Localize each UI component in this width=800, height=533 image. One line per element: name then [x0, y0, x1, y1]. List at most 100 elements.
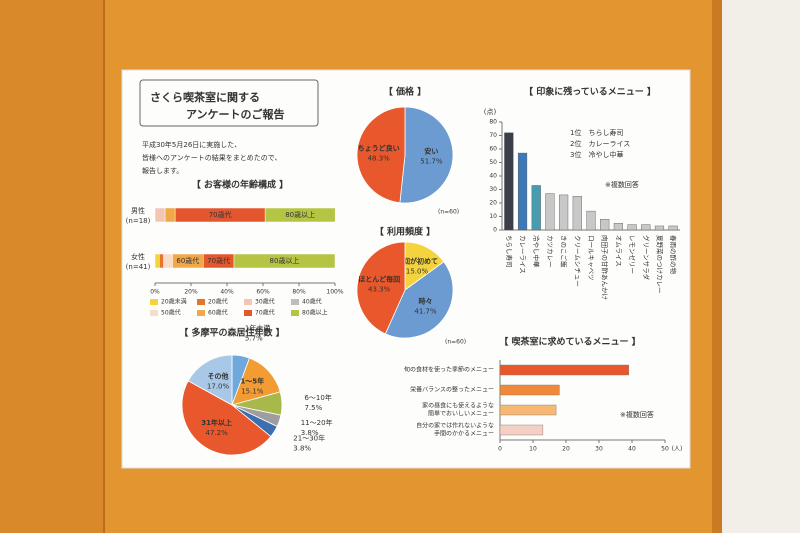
category-label: 男性 — [131, 206, 145, 215]
category-label: 手間のかかるメニュー — [434, 430, 494, 438]
slice-label: 6～10年 — [304, 393, 331, 402]
slice-label: ほとんど毎回 — [358, 274, 400, 283]
title-line: さくら喫茶室に関する — [150, 90, 260, 104]
annotation: 3位 冷やし中華 — [570, 150, 623, 159]
pie-slice — [231, 357, 281, 406]
x-tick-label: 50 — [661, 446, 669, 453]
x-tick-label: クリームシチュー — [573, 235, 581, 287]
x-tick-label: 冷やし中華 — [532, 235, 541, 268]
x-tick-label: 80% — [292, 289, 306, 296]
chart-title: 【 利用頻度 】 — [375, 226, 435, 238]
chart-title: 【 価格 】 — [384, 86, 426, 98]
pie-slice — [187, 354, 233, 406]
annotation: 1位 ちらし寿司 — [570, 128, 623, 137]
x-tick-label: 20% — [184, 289, 198, 296]
y-axis-label: (点) — [484, 108, 497, 116]
slice-label: 時々 — [418, 297, 432, 306]
bar — [586, 210, 596, 231]
category-label: 自分の家では作れないような — [416, 422, 494, 430]
y-tick-label: 80 — [489, 119, 497, 126]
x-tick-label: オムライス — [614, 235, 622, 267]
pie-slice — [356, 106, 406, 204]
x-tick-label: レモンゼリー — [628, 235, 637, 274]
legend-swatch — [197, 299, 205, 305]
x-tick-label: カレーライス — [519, 235, 527, 274]
slice-label: 31年以上 — [201, 418, 232, 427]
slice-label: 1～5年 — [240, 376, 264, 385]
slice-value: 41.7% — [414, 308, 437, 316]
x-tick-label: 40% — [220, 289, 234, 296]
legend-swatch — [150, 310, 158, 316]
intro-line: 報告します。 — [142, 166, 183, 175]
slice-value: 47.2% — [206, 429, 229, 437]
chart-title: 【 印象に残っているメニュー 】 — [524, 86, 656, 98]
slice-value: 3.8% — [293, 445, 311, 453]
note: (n=60) — [438, 209, 459, 216]
slice-value: 43.3% — [368, 285, 391, 293]
bar — [499, 384, 560, 396]
door-left — [0, 0, 104, 533]
bar — [499, 424, 544, 436]
bar-segment — [159, 253, 164, 269]
bar — [613, 223, 623, 231]
y-tick-label: 60 — [489, 146, 497, 153]
pie-slice — [384, 261, 454, 339]
title-line: アンケートのご報告 — [186, 107, 285, 121]
legend-swatch — [291, 310, 299, 316]
legend-label: 70歳代 — [255, 309, 275, 317]
bar — [627, 224, 637, 231]
bar — [572, 196, 582, 231]
x-tick-label: ロールキャベツ — [587, 235, 595, 281]
legend-label: 20歳未満 — [161, 298, 187, 306]
legend-label: 80歳以上 — [302, 309, 328, 317]
x-tick-label: 40 — [628, 446, 636, 453]
slice-label: その他 — [208, 371, 229, 380]
bar — [668, 225, 678, 231]
pie-slice — [356, 241, 406, 335]
x-tick-label: カツカレー — [546, 235, 554, 268]
bar — [600, 218, 610, 231]
x-tick-label: 肉団子の甘酢あんかけ — [601, 235, 610, 300]
y-tick-label: 0 — [493, 227, 497, 234]
legend-swatch — [244, 299, 252, 305]
x-tick-label: 夏野菜のつけカレー — [655, 235, 664, 294]
y-tick-label: 40 — [489, 173, 497, 180]
note: ※複数回答 — [620, 410, 654, 419]
slice-label: 11～20年 — [301, 418, 333, 427]
x-tick-label: ちらし寿司 — [505, 235, 514, 268]
y-tick-label: 20 — [489, 200, 497, 207]
x-tick-label: 60% — [256, 289, 270, 296]
segment-label: 80歳以上 — [270, 256, 300, 265]
category-label: 家の昼食にも使えるような — [422, 402, 494, 410]
bar-segment — [163, 253, 173, 269]
bar — [531, 185, 541, 231]
bar — [559, 194, 569, 231]
y-tick-label: 10 — [489, 213, 497, 220]
legend-label: 20歳代 — [208, 298, 228, 306]
pie-slice — [181, 380, 272, 456]
title-scroll — [139, 79, 319, 127]
slice-label: 安い — [424, 146, 438, 155]
legend-swatch — [244, 310, 252, 316]
x-tick-label: 0% — [150, 289, 160, 296]
y-tick-label: 50 — [489, 159, 497, 166]
legend-label: 40歳代 — [302, 298, 322, 306]
wall — [722, 0, 800, 533]
slice-label: ちょうど良い — [358, 144, 400, 153]
slice-value: 48.3% — [368, 155, 391, 163]
bar-segment — [264, 207, 336, 223]
bar-segment — [154, 253, 160, 269]
slice-value: 15.1% — [241, 387, 264, 395]
bar — [499, 404, 557, 416]
segment-label: 80歳以上 — [285, 210, 315, 219]
category-label: 旬の食材を使った季節のメニュー — [404, 366, 494, 374]
bar-segment — [154, 207, 166, 223]
x-tick-label: 30 — [595, 446, 603, 453]
legend-label: 30歳代 — [255, 298, 275, 306]
x-tick-label: 20 — [562, 446, 570, 453]
annotation: 2位 カレーライス — [570, 139, 630, 148]
legend-label: 50歳代 — [161, 309, 181, 317]
x-tick-label: 0 — [498, 446, 502, 453]
x-axis-label: (人) — [672, 446, 683, 453]
